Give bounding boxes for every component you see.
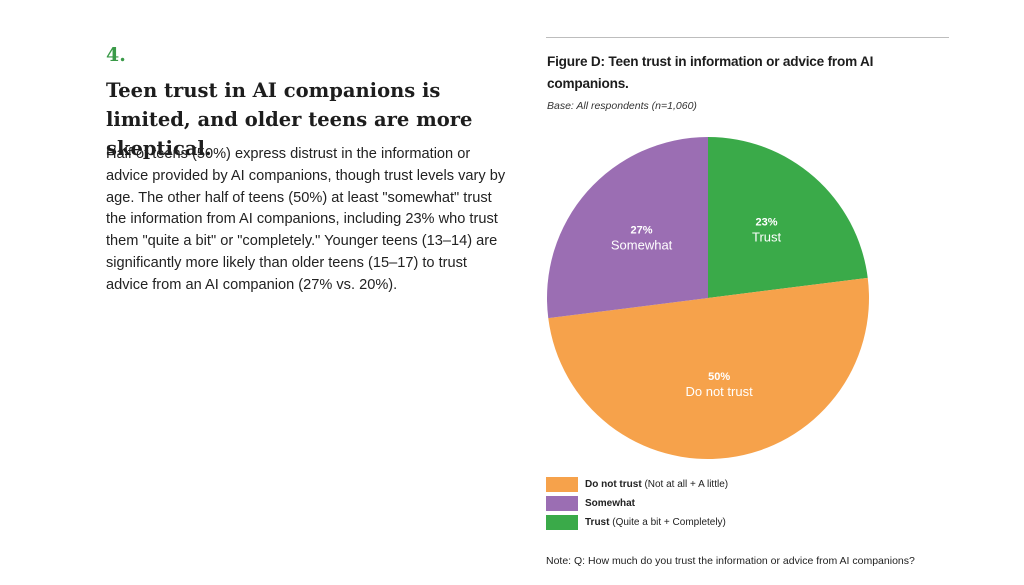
slice-category-label: Trust	[752, 230, 782, 245]
slice-percent-label: 27%	[631, 224, 653, 236]
legend-item-do-not-trust: Do not trust (Not at all + A little)	[546, 475, 728, 494]
pie-chart: 23%Trust 50%Do not trust 27%Somewhat	[547, 137, 869, 459]
slice-percent-label: 50%	[708, 371, 730, 383]
legend-item-somewhat: Somewhat	[546, 494, 728, 513]
legend-item-trust: Trust (Quite a bit + Completely)	[546, 513, 728, 532]
legend-swatch	[546, 515, 578, 530]
slice-percent-label: 23%	[756, 217, 778, 229]
slice-category-label: Do not trust	[685, 384, 753, 399]
chart-legend: Do not trust (Not at all + A little) Som…	[546, 475, 728, 532]
legend-label: Do not trust	[585, 479, 642, 490]
legend-swatch	[546, 496, 578, 511]
slice-category-label: Somewhat	[611, 237, 673, 252]
legend-swatch	[546, 477, 578, 492]
divider	[546, 37, 949, 38]
page-title: Teen trust in AI companions is limited, …	[106, 79, 473, 160]
figure-base-note: Base: All respondents (n=1,060)	[547, 100, 697, 112]
pie-slice-do-not-trust	[548, 277, 869, 459]
figure-title: Figure D: Teen trust in information or a…	[547, 54, 874, 91]
pie-slice-trust	[708, 137, 868, 298]
legend-detail: (Quite a bit + Completely)	[612, 517, 726, 528]
legend-detail: (Not at all + A little)	[644, 479, 729, 490]
pie-slice-somewhat	[547, 137, 708, 319]
legend-label: Somewhat	[585, 498, 636, 509]
figure-question-note: Note: Q: How much do you trust the infor…	[546, 555, 915, 567]
body-paragraph: Half of teens (50%) express distrust in …	[106, 146, 506, 293]
section-number: 4.	[106, 44, 126, 66]
legend-label: Trust	[585, 517, 610, 528]
